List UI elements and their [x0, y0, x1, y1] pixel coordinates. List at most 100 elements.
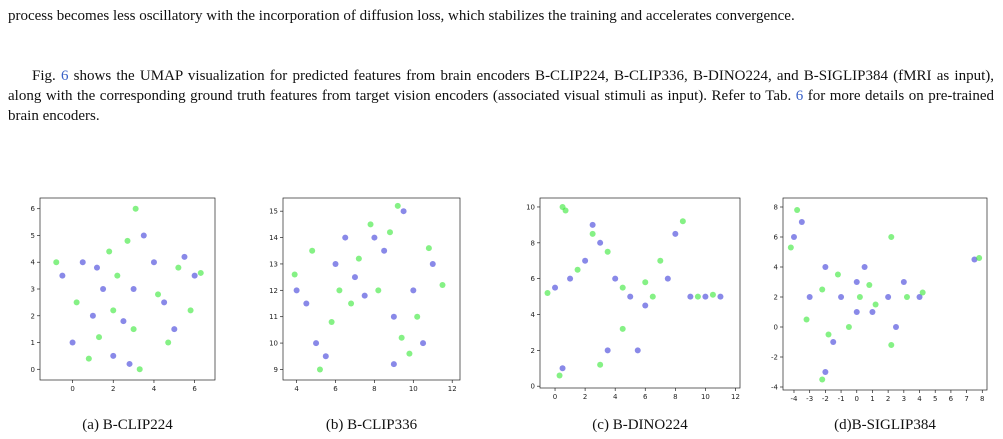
point	[612, 275, 619, 282]
point	[888, 342, 895, 348]
point	[589, 230, 596, 237]
point	[53, 259, 60, 266]
y-tick-label: 5	[31, 232, 35, 240]
y-tick-label: 10	[526, 203, 535, 211]
point	[110, 352, 117, 359]
point	[861, 264, 868, 270]
point	[853, 279, 860, 285]
text: for more details on pre-trained brain en…	[8, 88, 994, 124]
x-tick-label: 10	[701, 393, 710, 401]
point	[582, 257, 589, 264]
point	[394, 202, 401, 209]
x-tick-label: 3	[902, 395, 906, 403]
point	[425, 245, 432, 252]
point	[140, 232, 147, 239]
y-tick-label: 6	[31, 205, 36, 213]
y-tick-label: 12	[269, 287, 278, 295]
point	[130, 286, 137, 292]
point	[59, 272, 66, 279]
y-tick-label: -2	[771, 354, 778, 362]
point	[114, 272, 121, 279]
point	[694, 293, 701, 300]
point	[390, 313, 397, 320]
point	[181, 253, 188, 260]
ref-link[interactable]: 6	[60, 68, 69, 84]
point	[885, 294, 892, 300]
point	[604, 248, 611, 255]
point	[806, 294, 813, 300]
x-tick-label: -2	[822, 395, 829, 403]
x-tick-label: 8	[372, 385, 376, 393]
point	[803, 316, 810, 323]
point	[69, 339, 76, 346]
caption: (b) B-CLIP336	[326, 417, 418, 433]
y-tick-label: 8	[531, 239, 535, 247]
point	[165, 339, 172, 346]
caption: (c) B-DINO224	[592, 417, 688, 433]
point	[790, 234, 797, 240]
x-tick-label: 7	[964, 395, 968, 403]
point	[892, 324, 899, 330]
point	[717, 293, 724, 300]
point	[355, 255, 362, 262]
point	[976, 255, 983, 261]
point	[361, 292, 368, 299]
caption: (d)B-SIGLIP384	[834, 417, 936, 433]
point	[787, 244, 794, 251]
point	[822, 369, 829, 375]
point	[132, 205, 139, 212]
point	[825, 331, 832, 338]
point	[155, 291, 162, 298]
point	[106, 248, 113, 255]
point	[679, 218, 686, 225]
x-tick-label: 2	[111, 385, 115, 393]
point	[309, 247, 316, 254]
x-tick-label: 8	[980, 395, 984, 403]
point	[332, 260, 339, 267]
point	[672, 230, 679, 237]
x-tick-label: 0	[70, 385, 74, 393]
point	[709, 291, 716, 298]
ref-link[interactable]: 6	[795, 88, 804, 104]
point	[574, 266, 581, 273]
point	[552, 284, 559, 291]
x-tick-label: 5	[933, 395, 937, 403]
point	[390, 361, 397, 368]
point	[604, 347, 611, 354]
point	[89, 312, 96, 319]
x-tick-label: 12	[448, 385, 457, 393]
point	[124, 237, 131, 244]
point	[161, 299, 168, 306]
point	[375, 287, 382, 294]
y-tick-label: 4	[531, 311, 536, 319]
point	[838, 294, 845, 300]
point	[420, 340, 427, 347]
point	[903, 294, 910, 300]
x-tick-label: 0	[553, 393, 557, 401]
point	[191, 272, 198, 279]
point	[171, 326, 178, 333]
x-tick-label: 2	[886, 395, 890, 403]
point	[856, 294, 863, 300]
point	[888, 234, 895, 240]
point	[649, 293, 656, 300]
point	[900, 279, 907, 285]
point	[634, 347, 641, 354]
point	[73, 299, 80, 306]
x-tick-label: 0	[855, 395, 859, 403]
point	[853, 309, 860, 315]
y-tick-label: 9	[274, 366, 278, 374]
text-line: process becomes less oscillatory with th…	[8, 8, 795, 24]
point	[642, 302, 649, 309]
point	[79, 259, 86, 266]
point	[830, 339, 837, 345]
point	[322, 353, 329, 360]
point	[348, 300, 355, 307]
y-tick-label: 4	[774, 264, 779, 272]
plot-frame	[282, 197, 461, 381]
paragraph: Fig. 6 shows the UMAP visualization for …	[8, 66, 994, 126]
point	[556, 372, 563, 379]
y-tick-label: 8	[774, 204, 778, 212]
point	[869, 309, 876, 315]
